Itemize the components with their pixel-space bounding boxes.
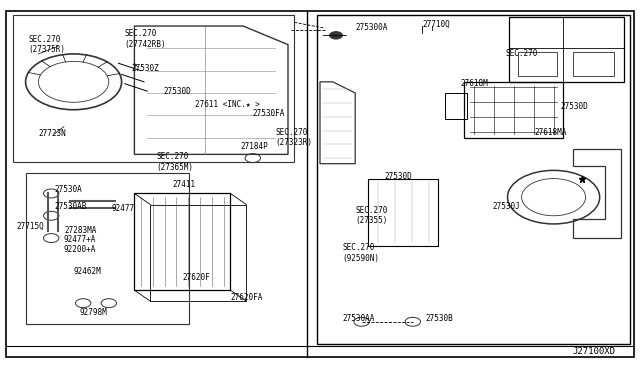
Text: 27530Z: 27530Z: [131, 64, 159, 73]
Text: 27283MA: 27283MA: [64, 226, 97, 235]
Text: 27530D: 27530D: [384, 172, 412, 181]
Text: SEC.270
(92590N): SEC.270 (92590N): [342, 243, 380, 263]
Text: 27723N: 27723N: [38, 129, 66, 138]
Text: SEC.270
(27375R): SEC.270 (27375R): [29, 35, 66, 54]
Text: SEC.270
(27365M): SEC.270 (27365M): [157, 152, 194, 171]
Text: 92200+A: 92200+A: [64, 245, 97, 254]
Text: 27611 <INC.★ >: 27611 <INC.★ >: [195, 100, 260, 109]
Text: 27184P: 27184P: [240, 142, 268, 151]
Text: 92798M: 92798M: [80, 308, 108, 317]
Text: 27530AA: 27530AA: [342, 314, 375, 323]
Text: 27530A: 27530A: [54, 185, 82, 194]
Text: SEC.270: SEC.270: [506, 49, 538, 58]
Text: 27618MA: 27618MA: [534, 128, 567, 137]
Text: 92477+A: 92477+A: [64, 235, 97, 244]
Text: 27620FA: 27620FA: [230, 293, 263, 302]
Circle shape: [330, 32, 342, 39]
Text: SEC.270
(27742RB): SEC.270 (27742RB): [125, 29, 166, 49]
Text: 27530B: 27530B: [426, 314, 453, 323]
Text: 92477: 92477: [112, 204, 135, 213]
Text: J27100XD: J27100XD: [573, 347, 616, 356]
Text: 92462M: 92462M: [74, 267, 101, 276]
Text: 27530J: 27530J: [493, 202, 520, 211]
Text: 27530D: 27530D: [163, 87, 191, 96]
Text: SEC.270
(27323R): SEC.270 (27323R): [275, 128, 312, 147]
Text: 27530D: 27530D: [560, 102, 588, 110]
Text: 27530AB: 27530AB: [54, 202, 87, 211]
Text: 27710Q: 27710Q: [422, 20, 450, 29]
Text: 27618M: 27618M: [461, 79, 488, 88]
Text: 27411: 27411: [173, 180, 196, 189]
Text: 27620F: 27620F: [182, 273, 210, 282]
Text: 27715Q: 27715Q: [16, 222, 44, 231]
Text: SEC.270
(27355): SEC.270 (27355): [355, 206, 388, 225]
Text: 275300A: 275300A: [355, 23, 388, 32]
Text: 27530FA: 27530FA: [253, 109, 285, 118]
